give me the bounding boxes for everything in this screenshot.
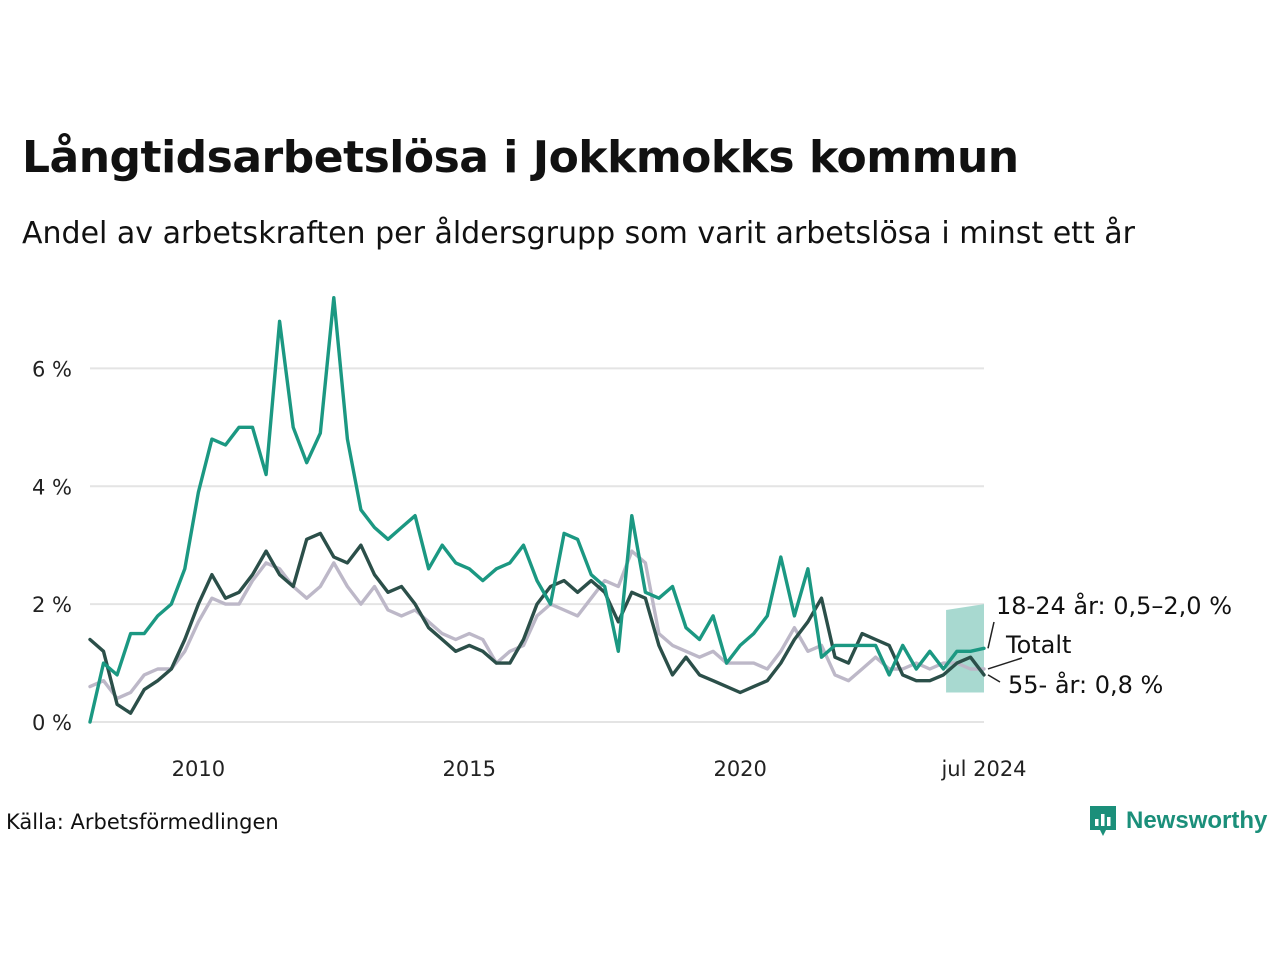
end-labels: 18-24 år: 0,5–2,0 % Totalt 55- år: 0,8 % bbox=[987, 591, 1232, 699]
series-line-55plus bbox=[88, 531, 986, 715]
brand-name: Newsworthy bbox=[1126, 807, 1268, 834]
y-tick-label: 6 % bbox=[32, 357, 72, 381]
y-tick-label: 0 % bbox=[32, 711, 72, 735]
gridlines bbox=[90, 367, 984, 723]
series-line-18-24 bbox=[88, 296, 986, 724]
newsworthy-logo-icon bbox=[1090, 806, 1116, 836]
x-axis-ticks: 2010 2015 2020 jul 2024 bbox=[172, 757, 1027, 781]
series-line-total bbox=[88, 549, 986, 701]
leader-line-young bbox=[987, 621, 995, 649]
x-tick-label: 2010 bbox=[172, 757, 225, 781]
end-label-young: 18-24 år: 0,5–2,0 % bbox=[996, 591, 1232, 620]
series-lines bbox=[88, 296, 986, 724]
x-tick-label: 2015 bbox=[443, 757, 496, 781]
y-tick-label: 4 % bbox=[32, 475, 72, 499]
leader-line-total bbox=[987, 657, 1023, 670]
brand-logo: Newsworthy bbox=[1088, 804, 1267, 838]
x-tick-label: 2020 bbox=[713, 757, 766, 781]
chart-title: Långtidsarbetslösa i Jokkmokks kommun bbox=[22, 132, 1019, 183]
leader-line-old bbox=[987, 674, 1001, 683]
chart-subtitle: Andel av arbetskraften per åldersgrupp s… bbox=[22, 216, 1135, 251]
end-label-old: 55- år: 0,8 % bbox=[1008, 670, 1163, 699]
x-tick-label: jul 2024 bbox=[940, 757, 1026, 781]
source-text: Källa: Arbetsförmedlingen bbox=[6, 810, 279, 834]
y-tick-label: 2 % bbox=[32, 593, 72, 617]
end-label-total: Totalt bbox=[1005, 631, 1071, 659]
y-axis-ticks: 0 % 2 % 4 % 6 % bbox=[32, 357, 72, 735]
